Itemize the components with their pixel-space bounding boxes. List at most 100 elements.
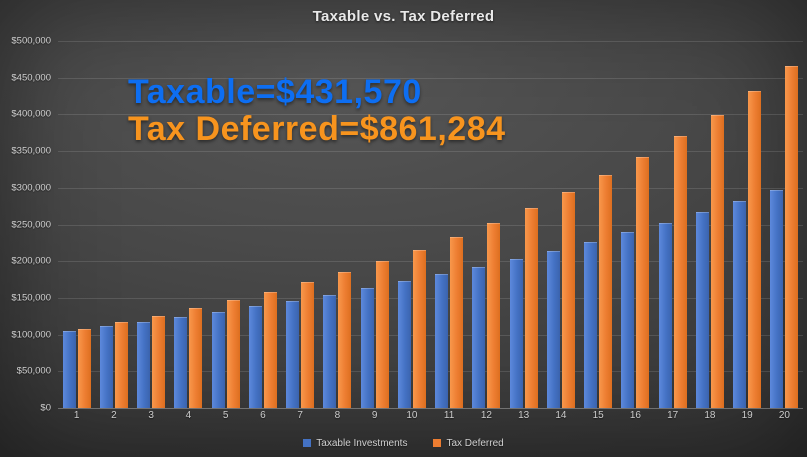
bar-group-year-11 <box>431 41 468 408</box>
bar-tax-deferred-year-2 <box>114 322 128 408</box>
bar-group-year-20 <box>766 41 803 408</box>
x-axis-tick-label: 18 <box>704 410 716 421</box>
gridline <box>58 371 803 373</box>
y-axis-tick-label: $450,000 <box>11 72 51 84</box>
gridline <box>58 77 803 79</box>
bar-taxable-year-6 <box>248 306 262 408</box>
y-axis-tick-label: $0 <box>40 402 51 414</box>
bar-group-year-3 <box>133 41 170 408</box>
bar-group-year-2 <box>95 41 132 408</box>
bar-tax-deferred-year-17 <box>673 136 687 408</box>
taxable-swatch-icon <box>303 439 312 447</box>
bar-taxable-year-18 <box>695 212 709 408</box>
gridline <box>58 114 803 116</box>
annotation-taxable-total: Taxable=$431,570 <box>128 73 422 111</box>
gridline <box>58 408 803 409</box>
x-axis-tick-label: 16 <box>629 410 641 421</box>
y-axis-tick-label: $50,000 <box>16 365 51 377</box>
bar-tax-deferred-year-1 <box>77 328 91 408</box>
x-axis-tick-label: 1 <box>73 410 80 421</box>
annotation-overlay: Taxable=$431,570 Tax Deferred=$861,284 <box>128 74 506 148</box>
x-axis-tick-label: 3 <box>148 410 154 421</box>
y-axis-tick-label: $500,000 <box>11 35 51 47</box>
bar-taxable-year-8 <box>323 294 337 408</box>
gridline <box>58 334 803 336</box>
bar-taxable-year-5 <box>211 311 225 408</box>
bar-taxable-year-7 <box>286 300 300 408</box>
bar-group-year-6 <box>244 41 281 408</box>
bar-group-year-1 <box>58 41 95 408</box>
bar-tax-deferred-year-3 <box>152 315 166 408</box>
bar-taxable-year-16 <box>621 232 635 408</box>
bar-tax-deferred-year-5 <box>226 300 240 408</box>
bar-taxable-year-19 <box>733 201 747 408</box>
y-axis-tick-label: $100,000 <box>11 329 51 341</box>
x-axis-tick-label: 5 <box>222 410 229 421</box>
bar-tax-deferred-year-10 <box>412 249 426 408</box>
x-axis-tick-label: 2 <box>111 410 117 421</box>
bar-group-year-7 <box>282 41 319 408</box>
bar-group-year-9 <box>356 41 393 408</box>
bar-taxable-year-4 <box>174 316 188 408</box>
x-axis: 1 2 3 4 5 6 7 8 9 10 11 12 13 14 15 16 17 18 19 20 <box>58 410 803 428</box>
bar-tax-deferred-year-11 <box>450 236 464 408</box>
bar-taxable-year-10 <box>397 281 411 408</box>
bar-tax-deferred-year-8 <box>338 272 352 408</box>
bar-taxable-year-15 <box>584 241 598 408</box>
bar-group-year-16 <box>617 41 654 408</box>
bar-tax-deferred-year-7 <box>301 282 315 408</box>
gridline <box>58 261 803 263</box>
y-axis-tick-label: $300,000 <box>11 182 51 194</box>
x-axis-tick-label: 14 <box>555 410 567 421</box>
annotation-tax-deferred-total: Tax Deferred=$861,284 <box>128 110 506 148</box>
gridline <box>58 187 803 189</box>
bar-taxable-year-12 <box>472 266 486 408</box>
x-axis-tick-label: 15 <box>592 410 604 421</box>
x-axis-tick-label: 7 <box>297 410 303 421</box>
chart-title: Taxable vs. Tax Deferred <box>312 8 495 25</box>
bars-layer <box>58 41 803 408</box>
bar-taxable-year-20 <box>770 189 784 408</box>
chart-legend: Taxable Investments Tax Deferred <box>0 434 807 452</box>
bar-group-year-5 <box>207 41 244 408</box>
y-axis-tick-label: $200,000 <box>11 255 51 267</box>
bar-group-year-4 <box>170 41 207 408</box>
x-axis-tick-label: 17 <box>667 410 679 421</box>
x-axis-tick-label: 19 <box>741 410 753 421</box>
bar-tax-deferred-year-15 <box>599 175 613 408</box>
bar-taxable-year-11 <box>435 274 449 408</box>
y-axis: $500,000 $450,000 $400,000 $350,000 $300,000… <box>0 36 54 414</box>
bar-taxable-year-3 <box>137 321 151 408</box>
x-axis-tick-label: 4 <box>185 410 192 421</box>
bar-taxable-year-17 <box>658 222 672 408</box>
y-axis-tick-label: $400,000 <box>11 108 51 120</box>
bar-tax-deferred-year-13 <box>524 208 538 408</box>
y-axis-tick-label: $150,000 <box>11 292 51 304</box>
bar-tax-deferred-year-6 <box>263 291 277 408</box>
x-axis-tick-label: 8 <box>334 410 341 421</box>
legend-item-taxable: Taxable Investments <box>303 438 407 449</box>
bar-taxable-year-1 <box>62 330 76 408</box>
legend-item-tax-deferred: Tax Deferred <box>433 438 504 449</box>
gridline <box>58 297 803 299</box>
bar-group-year-15 <box>580 41 617 408</box>
tax-deferred-swatch-icon <box>433 439 442 447</box>
bar-group-year-12 <box>468 41 505 408</box>
plot-area <box>58 41 803 409</box>
x-axis-tick-label: 12 <box>480 410 492 421</box>
bar-tax-deferred-year-4 <box>189 308 203 408</box>
bar-tax-deferred-year-16 <box>636 156 650 408</box>
x-axis-tick-label: 10 <box>406 410 418 421</box>
gridline <box>58 41 803 42</box>
bar-taxable-year-9 <box>360 288 374 408</box>
x-axis-tick-label: 11 <box>443 410 455 421</box>
legend-label-taxable: Taxable Investments <box>316 437 408 449</box>
bar-tax-deferred-year-12 <box>487 223 501 408</box>
bar-taxable-year-13 <box>509 258 523 408</box>
bar-tax-deferred-year-20 <box>785 65 799 408</box>
bar-group-year-13 <box>505 41 542 408</box>
bar-group-year-14 <box>542 41 579 408</box>
y-axis-tick-label: $350,000 <box>11 145 51 157</box>
gridline <box>58 151 803 153</box>
